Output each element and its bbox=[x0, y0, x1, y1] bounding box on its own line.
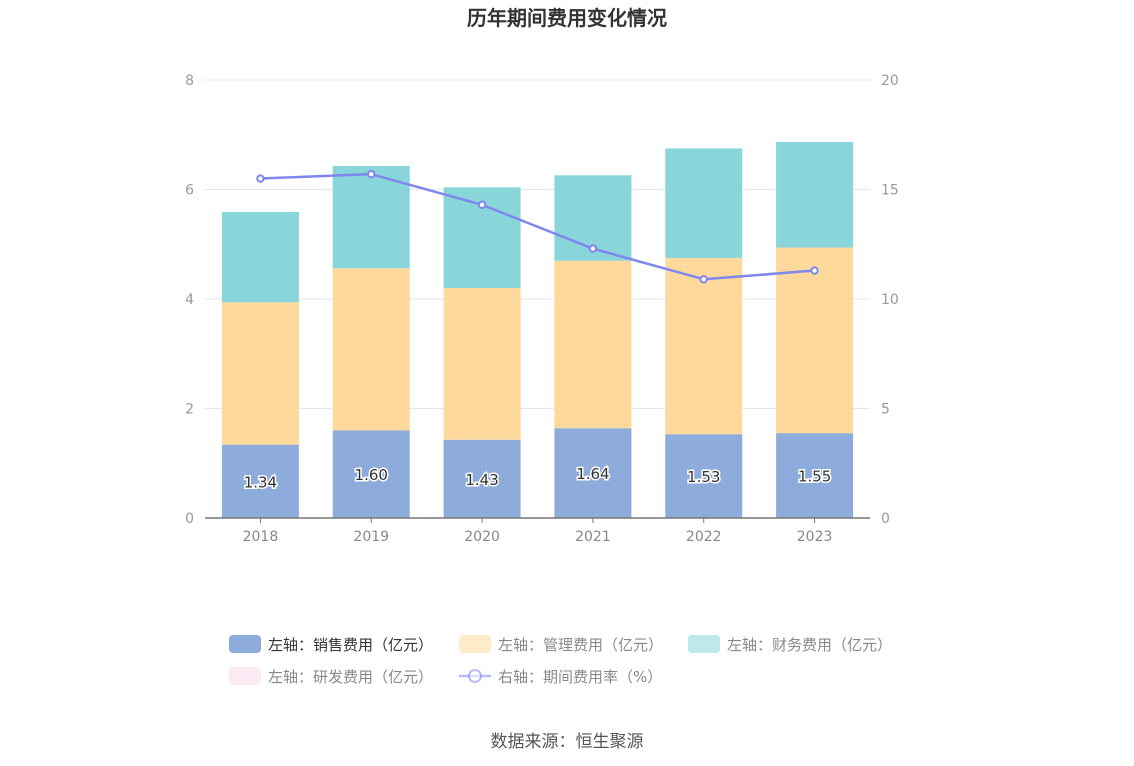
legend-item-1: 左轴：管理费用（亿元） bbox=[459, 635, 663, 654]
bar-segment-2-2018 bbox=[221, 211, 299, 303]
legend-label: 左轴：财务费用（亿元） bbox=[727, 636, 892, 654]
bar-segment-2-2023 bbox=[776, 141, 854, 248]
right-y-axis: 0 5 10 15 20 bbox=[881, 73, 899, 527]
bar-data-label: 1.64 bbox=[576, 465, 609, 483]
legend-item-2: 左轴：财务费用（亿元） bbox=[688, 635, 892, 654]
left-y-tick-label: 2 bbox=[185, 402, 194, 418]
legend-label: 左轴：研发费用（亿元） bbox=[268, 668, 433, 686]
chart-title: 历年期间费用变化情况 bbox=[467, 6, 667, 30]
bar-segment-0-2020 bbox=[443, 439, 521, 518]
bar-segment-1-2022 bbox=[665, 257, 743, 435]
left-y-tick-label: 6 bbox=[185, 183, 194, 199]
legend-item-4: 右轴：期间费用率（%） bbox=[459, 668, 662, 686]
right-y-tick-label: 5 bbox=[881, 402, 890, 418]
right-y-tick-label: 0 bbox=[881, 511, 890, 527]
left-y-axis: 0 2 4 6 8 bbox=[185, 73, 194, 527]
rate-line-layer bbox=[256, 169, 819, 284]
bar-stack-layer bbox=[221, 141, 854, 518]
x-tick-label: 2018 bbox=[243, 529, 279, 545]
bar-data-label: 1.55 bbox=[798, 468, 831, 486]
legend-swatch bbox=[229, 667, 261, 685]
legend-item-3: 左轴：研发费用（亿元） bbox=[229, 667, 433, 686]
x-tick-label: 2020 bbox=[464, 529, 500, 545]
x-tick-label: 2023 bbox=[797, 529, 833, 545]
right-y-tick-label: 10 bbox=[881, 292, 899, 308]
legend-swatch bbox=[229, 635, 261, 653]
bar-segment-0-2021 bbox=[554, 428, 632, 518]
x-axis: 2018 2019 2020 2021 2022 2023 bbox=[205, 517, 870, 545]
right-y-tick-label: 15 bbox=[881, 183, 899, 199]
source-text: 数据来源：恒生聚源 bbox=[491, 732, 644, 752]
bar-segment-0-2023 bbox=[776, 433, 854, 518]
rate-point bbox=[699, 275, 708, 284]
bar-segment-1-2020 bbox=[443, 288, 521, 440]
bar-segment-2-2019 bbox=[332, 165, 410, 269]
bar-data-label: 1.60 bbox=[355, 466, 388, 484]
bar-segment-1-2018 bbox=[221, 302, 299, 445]
x-tick-label: 2021 bbox=[575, 529, 611, 545]
legend-swatch bbox=[459, 635, 491, 653]
rate-point bbox=[367, 169, 376, 179]
legend: 左轴：销售费用（亿元） 左轴：管理费用（亿元） 左轴：财务费用（亿元） 左轴：研发费用… bbox=[229, 635, 892, 686]
legend-circle-icon bbox=[468, 669, 482, 683]
bar-segment-1-2019 bbox=[332, 268, 410, 431]
legend-item-0: 左轴：销售费用（亿元） bbox=[229, 635, 433, 654]
bar-segment-1-2023 bbox=[776, 247, 854, 434]
bar-label-layer: 1.34 1.60 1.43 1.64 1.53 1.55 bbox=[242, 464, 833, 493]
grid bbox=[205, 79, 870, 409]
left-y-tick-label: 8 bbox=[185, 73, 194, 89]
left-y-tick-label: 0 bbox=[185, 511, 194, 527]
right-y-tick-label: 20 bbox=[881, 73, 899, 89]
left-y-tick-label: 4 bbox=[185, 292, 194, 308]
x-tick-label: 2022 bbox=[686, 529, 722, 545]
legend-label: 右轴：期间费用率（%） bbox=[498, 668, 662, 686]
bar-data-label: 1.43 bbox=[465, 471, 498, 489]
rate-point bbox=[256, 174, 265, 183]
rate-point bbox=[810, 266, 819, 275]
legend-swatch bbox=[688, 635, 720, 653]
bar-segment-2-2022 bbox=[665, 148, 743, 258]
legend-label: 左轴：管理费用（亿元） bbox=[498, 636, 663, 654]
bar-data-label: 1.34 bbox=[244, 473, 277, 491]
bar-segment-1-2021 bbox=[554, 260, 632, 429]
rate-point bbox=[588, 244, 598, 253]
bar-segment-0-2018 bbox=[221, 444, 299, 518]
rate-point bbox=[477, 200, 487, 210]
legend-label: 左轴：销售费用（亿元） bbox=[268, 636, 433, 654]
bar-data-label: 1.53 bbox=[687, 468, 720, 486]
x-tick-label: 2019 bbox=[353, 529, 389, 545]
bar-segment-0-2022 bbox=[665, 434, 743, 518]
rate-line bbox=[260, 172, 815, 281]
bar-segment-0-2019 bbox=[332, 430, 410, 518]
